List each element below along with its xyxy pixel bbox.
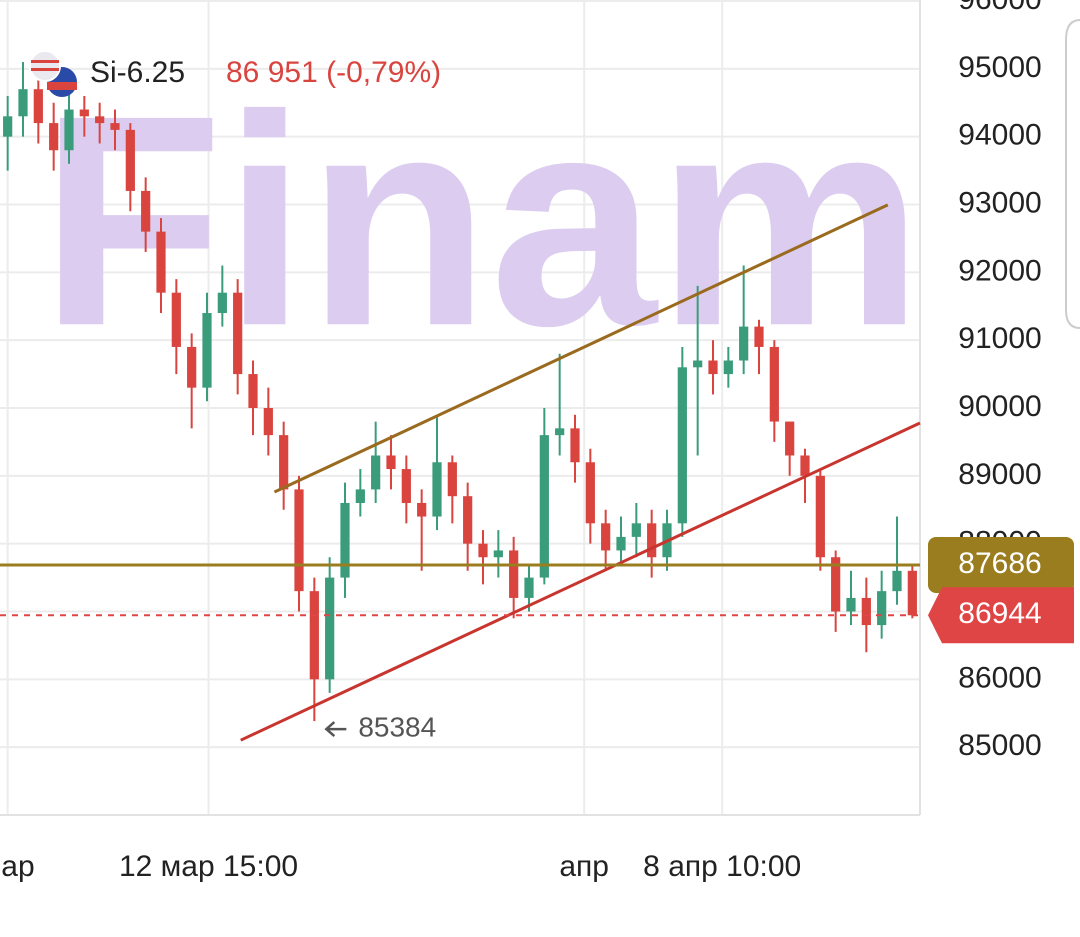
flag-us (29, 50, 61, 82)
y-tick-label: 93000 (958, 186, 1041, 219)
trend-line (273, 203, 889, 494)
y-tick-label: 86000 (958, 661, 1041, 694)
candle-body (156, 231, 166, 293)
candle-body (892, 570, 902, 592)
candle-body (263, 408, 273, 436)
y-tick-label: 85000 (958, 729, 1041, 762)
candle-body (325, 577, 335, 680)
candle-body (570, 428, 580, 463)
last-price-box (928, 587, 1074, 644)
candle-body (355, 489, 365, 503)
candle-body (769, 346, 779, 422)
candle-body (95, 116, 105, 124)
candle-body (64, 109, 74, 151)
candle-body (340, 502, 350, 578)
y-tick-label: 95000 (958, 51, 1041, 84)
candle-body (647, 523, 657, 558)
y-tick-label: 96000 (958, 0, 1041, 16)
candle-body (417, 502, 427, 517)
watermark: Finam (40, 52, 923, 388)
candle-body (141, 190, 151, 232)
candle-body (708, 360, 718, 375)
candle-body (463, 496, 473, 544)
y-tick-label: 90000 (958, 390, 1041, 423)
candle-body (187, 346, 197, 388)
subtitle: 86 951 (-0,79%) (226, 56, 441, 89)
candle-body (371, 455, 381, 490)
candle-body (401, 469, 411, 503)
min-arrow (324, 721, 347, 738)
x-tick-label: 12 мар 15:00 (119, 850, 298, 883)
level-label: 87686 (958, 547, 1041, 580)
candle-body (539, 435, 549, 578)
flag-us-stripe (31, 60, 59, 63)
candle-body (861, 597, 871, 626)
candle-body (33, 89, 43, 124)
candle-body (202, 313, 212, 388)
candle-body (125, 129, 135, 191)
flag-ru-stripe (47, 82, 77, 90)
candle-body (815, 475, 825, 558)
candle-body (693, 360, 703, 368)
candle-body (217, 292, 227, 314)
marks (3, 62, 917, 722)
candle-body (447, 462, 457, 497)
candle-body (677, 367, 687, 524)
y-tick-label: 94000 (958, 119, 1041, 152)
candle-body (601, 523, 611, 551)
candle-body (723, 360, 733, 375)
candle-body (877, 591, 887, 626)
y-tick-label: 91000 (958, 322, 1041, 355)
y-tick-label: 89000 (958, 458, 1041, 491)
candle-body (79, 109, 89, 117)
candle-body (478, 543, 488, 558)
candle-body (631, 523, 641, 537)
candle-body (386, 455, 396, 470)
candle-body (831, 557, 841, 612)
candle-body (279, 435, 289, 490)
trend-line (240, 421, 921, 742)
last-price-label: 86944 (958, 597, 1041, 630)
candle-body (294, 489, 304, 592)
candle-body (3, 116, 13, 137)
x-tick-label: апр (559, 850, 609, 883)
candle-body (493, 550, 503, 558)
candle-body (555, 428, 565, 436)
side-handle (1065, 19, 1080, 329)
candle-body (49, 123, 59, 151)
candle-body (233, 292, 243, 375)
candle-body (309, 591, 319, 680)
overlay: 87686 86944 85384 (0, 203, 1074, 743)
candle-body (18, 89, 28, 117)
min-annotation: 85384 (358, 712, 436, 743)
candle-body (785, 421, 795, 456)
flag-icon (29, 50, 77, 97)
candle-body (524, 577, 534, 598)
candle-body (754, 326, 764, 347)
candle-body (110, 123, 120, 130)
candle-body (846, 597, 856, 612)
level-label-box (928, 536, 1074, 593)
candle-body (739, 326, 749, 361)
flag-us-stripe (31, 68, 59, 71)
candle-body (171, 292, 181, 347)
title: Si-6.25 (90, 56, 185, 89)
candle-body (616, 536, 626, 551)
y-tick-label: 92000 (958, 254, 1041, 287)
candle-body (907, 570, 917, 616)
x-tick-label: мар (0, 850, 35, 883)
x-tick-label: 8 апр 10:00 (643, 850, 801, 883)
candle-body (248, 374, 258, 408)
candle-body (432, 462, 442, 517)
candle-body (509, 550, 519, 598)
candle-body (585, 462, 595, 524)
candle-body (800, 455, 810, 476)
